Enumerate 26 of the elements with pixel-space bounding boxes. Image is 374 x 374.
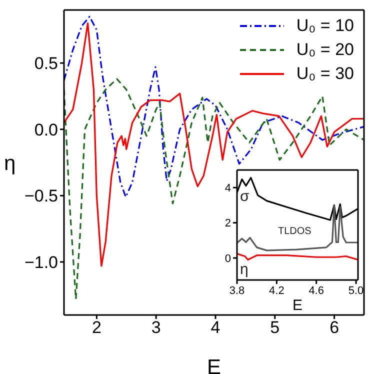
y-tick-label: 0 <box>224 252 231 265</box>
y-tick-label: −0.5 <box>24 186 58 206</box>
x-tick-label: 4.2 <box>269 284 284 297</box>
series-label: TLDOS <box>278 226 312 237</box>
x-tick-label: 5 <box>270 318 280 338</box>
line-series <box>237 252 358 261</box>
x-axis-title: E <box>292 297 303 314</box>
y-tick-label: 2 <box>224 218 231 230</box>
legend-label: U₀ = 10 <box>296 16 354 36</box>
y-tick-label: 0.0 <box>34 120 58 140</box>
line-series <box>237 205 358 252</box>
x-axis-title: E <box>206 356 222 374</box>
series-label: η <box>240 261 248 278</box>
x-tick-label: 4.6 <box>308 284 324 297</box>
x-tick-label: 5.0 <box>348 284 364 297</box>
x-tick-label: 2 <box>92 318 102 338</box>
y-axis-title: η <box>4 152 16 175</box>
y-tick-label: −1.0 <box>24 252 58 272</box>
legend-label: U₀ = 20 <box>296 40 354 60</box>
legend-label: U₀ = 30 <box>296 64 354 84</box>
x-tick-label: 3 <box>151 318 161 338</box>
x-tick-label: 3.8 <box>229 284 245 297</box>
series-label: σ <box>240 188 250 205</box>
x-tick-label: 6 <box>330 318 340 338</box>
y-tick-label: 4 <box>224 182 231 195</box>
y-tick-label: 0.5 <box>34 54 58 74</box>
